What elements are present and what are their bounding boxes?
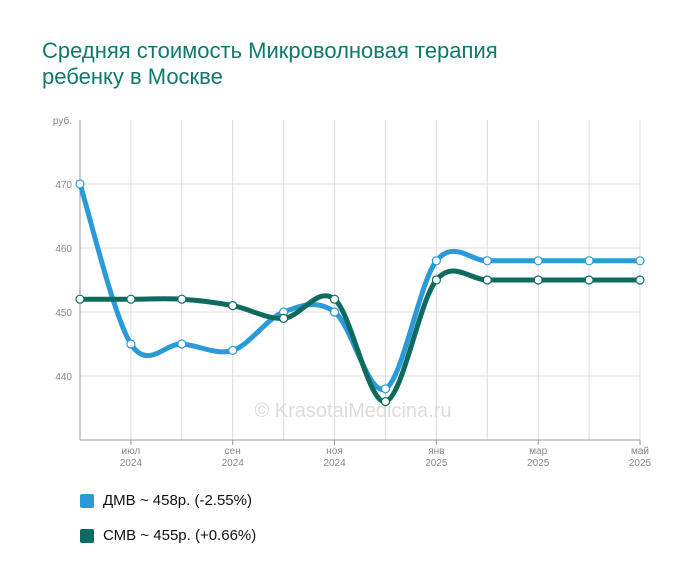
data-point-dmv — [635, 256, 645, 266]
data-point-smv — [177, 294, 187, 304]
chart-title: Средняя стоимость Микроволновая терапия … — [42, 38, 602, 90]
y-tick-label: 450 — [55, 308, 72, 319]
axes: 440450460470руб.июл2024сен2024ноя2024янв… — [53, 115, 652, 469]
data-point-dmv — [482, 256, 492, 266]
x-tick-label-year: 2025 — [425, 458, 448, 469]
data-point-dmv — [584, 256, 594, 266]
data-point-smv — [533, 275, 543, 285]
x-tick-label-year: 2025 — [527, 458, 550, 469]
legend-swatch-smv — [80, 528, 94, 543]
data-point-smv — [228, 301, 238, 311]
x-tick-label-month: ноя — [326, 446, 343, 457]
legend-item-dmv[interactable]: ДМВ ~ 458р. (-2.55%) — [80, 492, 252, 509]
data-point-smv — [329, 294, 340, 304]
data-point-smv — [75, 294, 85, 304]
series-lines — [77, 181, 643, 405]
legend-label-smv: СМВ ~ 455р. (+0.66%) — [103, 527, 257, 544]
x-tick-label-month: май — [631, 446, 649, 457]
data-point-dmv — [228, 345, 238, 355]
x-tick-label-year: 2024 — [222, 458, 245, 469]
data-point-dmv — [431, 256, 441, 266]
x-tick-label-month: янв — [428, 446, 444, 457]
y-axis-label: руб. — [53, 115, 72, 127]
data-point-dmv — [380, 384, 391, 394]
data-points — [75, 179, 645, 407]
chart-title-line-2: ребенку в Москве — [42, 64, 223, 89]
x-tick-label-month: мар — [529, 446, 547, 457]
x-tick-label-month: июл — [122, 446, 141, 457]
x-tick-label-year: 2024 — [323, 458, 346, 469]
legend-label-dmv: ДМВ ~ 458р. (-2.55%) — [103, 492, 252, 509]
data-point-dmv — [75, 179, 85, 189]
legend-swatch-dmv — [80, 493, 94, 508]
data-point-dmv — [533, 256, 543, 266]
y-tick-label: 440 — [55, 372, 72, 383]
data-point-smv — [380, 397, 391, 407]
data-point-smv — [635, 275, 645, 285]
data-point-dmv — [177, 339, 187, 349]
y-tick-label: 460 — [55, 244, 72, 255]
data-point-smv — [126, 294, 136, 304]
series-line-smv — [77, 268, 643, 405]
x-tick-label-year: 2025 — [629, 458, 652, 469]
data-point-smv — [482, 275, 492, 285]
data-point-smv — [431, 275, 441, 285]
x-tick-label-year: 2024 — [120, 458, 143, 469]
data-point-smv — [584, 275, 594, 285]
data-point-smv — [279, 313, 289, 323]
x-tick-label-month: сен — [225, 446, 241, 457]
data-point-dmv — [126, 339, 136, 349]
chart-title-line-1: Средняя стоимость Микроволновая терапия — [42, 38, 498, 63]
legend-item-smv[interactable]: СМВ ~ 455р. (+0.66%) — [80, 527, 256, 544]
watermark: © KrasotaiMedicina.ru — [254, 400, 451, 422]
data-point-dmv — [329, 307, 340, 317]
y-tick-label: 470 — [55, 180, 72, 191]
